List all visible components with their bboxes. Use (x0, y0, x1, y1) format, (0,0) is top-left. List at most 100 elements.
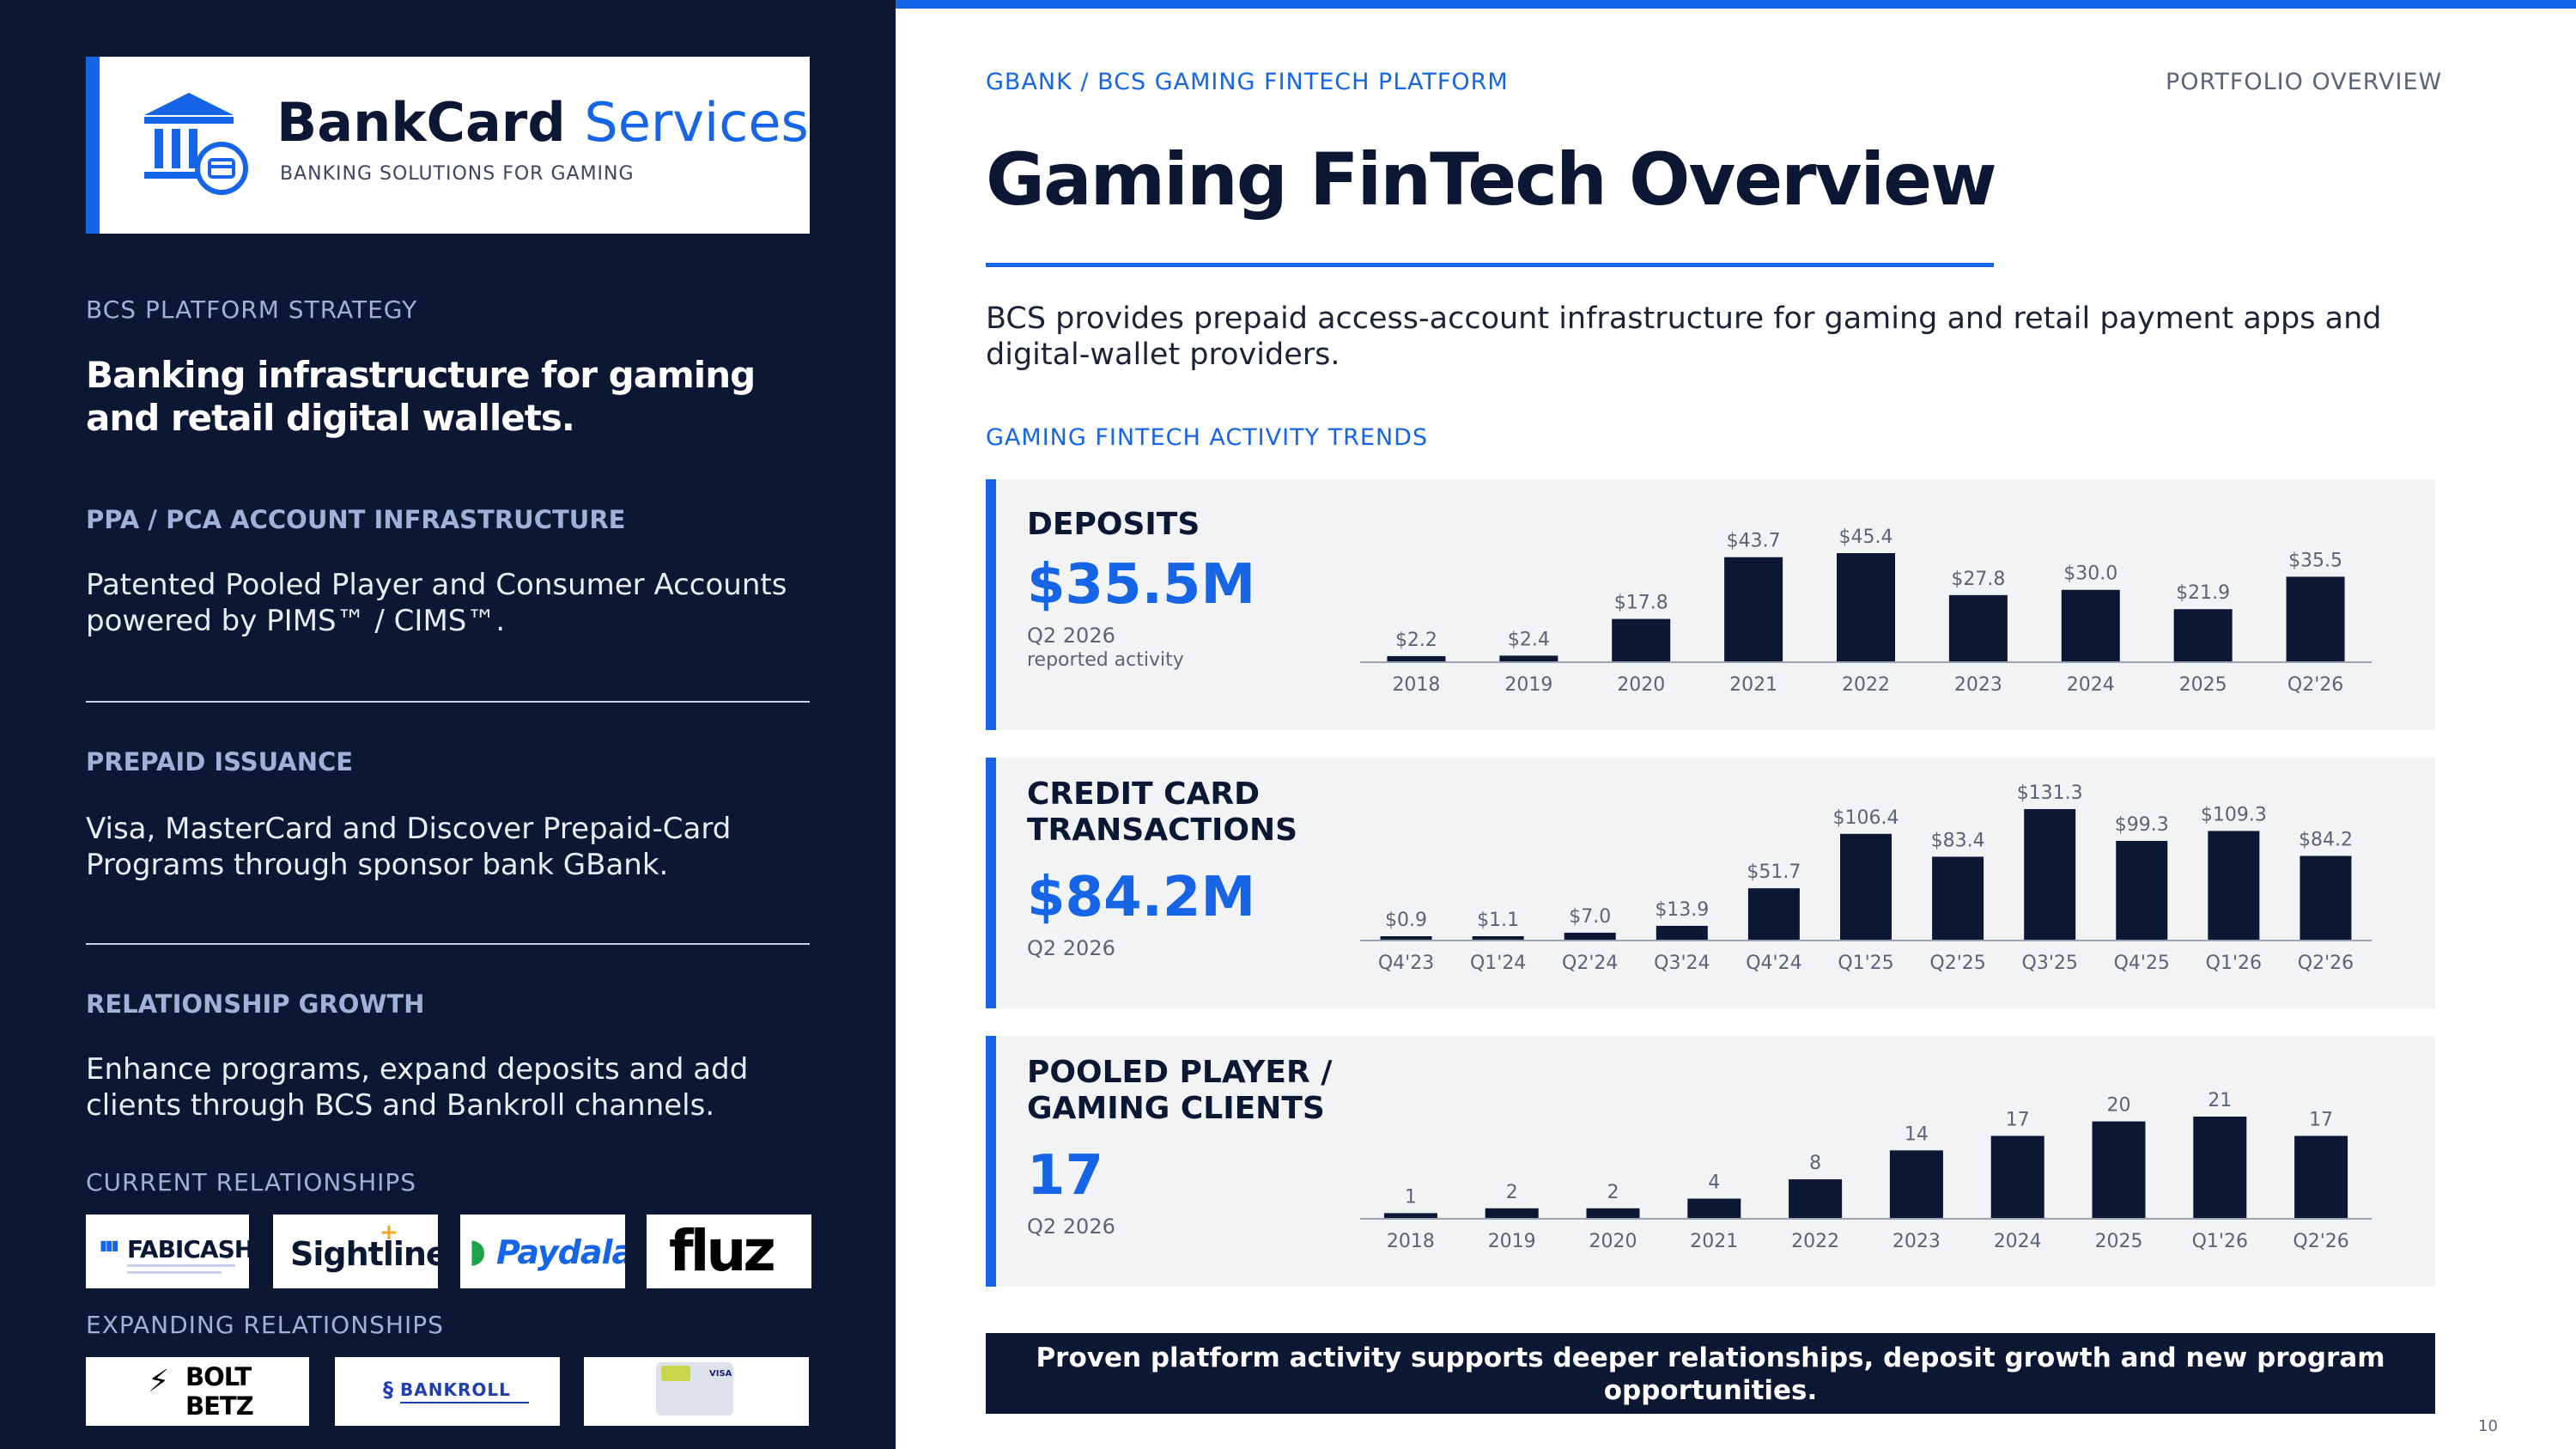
x-tick-label: 2024 (2067, 674, 2115, 696)
x-tick-label: Q1'26 (2192, 1231, 2248, 1252)
bar-Q4'25 (2116, 841, 2168, 940)
panel-big-value: 17 (1027, 1144, 1104, 1208)
bar-value-label: 20 (2107, 1095, 2131, 1117)
x-tick-label: 2024 (1994, 1231, 2042, 1252)
section-body-ppa: Patented Pooled Player and Consumer Acco… (86, 568, 787, 638)
panel-accent-bar (986, 479, 996, 730)
section-divider (86, 701, 810, 703)
bar-value-label: $84.2 (2299, 830, 2353, 851)
section-body-prepaid: Visa, MasterCard and Discover Prepaid-Ca… (86, 812, 732, 882)
trends-label: GAMING FINTECH ACTIVITY TRENDS (986, 424, 1429, 451)
bar-Q1'24 (1472, 936, 1524, 940)
section-title-prepaid: PREPAID ISSUANCE (86, 747, 354, 776)
panel-note: reported activity (1027, 649, 1184, 671)
section-title-ppa: PPA / PCA ACCOUNT INFRASTRUCTURE (86, 505, 626, 534)
sightline-logo: Sightline + (273, 1215, 438, 1288)
bar-Q2'25 (1932, 856, 1984, 940)
bar-2020 (1586, 1208, 1640, 1218)
panel-big-value: $84.2M (1027, 866, 1256, 929)
bar-Q1'26 (2193, 1117, 2247, 1218)
panel-accent-bar (986, 758, 996, 1008)
bar-value-label: $45.4 (1839, 527, 1893, 548)
footer-banner-text: Proven platform activity supports deeper… (1036, 1342, 2385, 1406)
bar-2021 (1687, 1198, 1741, 1218)
page-number: 10 (2478, 1417, 2498, 1435)
sidebar: BankCard Services BANKING SOLUTIONS FOR … (0, 0, 896, 1449)
bar-Q2'26 (2300, 855, 2352, 940)
logo-accent-bar (86, 57, 100, 234)
bank-card-icon (144, 93, 248, 195)
panel-accent-bar (986, 1036, 996, 1287)
x-tick-label: Q4'25 (2114, 953, 2170, 974)
bar-value-label: $99.3 (2115, 814, 2169, 836)
x-tick-label: Q2'25 (1929, 953, 1985, 974)
bar-Q3'24 (1656, 925, 1708, 940)
bankroll-logo: § BANKROLL (335, 1357, 560, 1426)
x-tick-label: 2021 (1690, 1231, 1738, 1252)
bar-value-label: 2 (1506, 1182, 1518, 1203)
bar-value-label: $21.9 (2176, 582, 2230, 604)
bar-value-label: 17 (2006, 1109, 2030, 1130)
x-tick-label: 2023 (1954, 674, 2002, 696)
prepaid-card-image: VISA (584, 1357, 809, 1426)
credit-card-panel: CREDIT CARD TRANSACTIONS $84.2M Q2 2026 … (986, 758, 2435, 1008)
paydala-logo: ◗ Paydala (460, 1215, 625, 1288)
clients-bar-chart: 1201822019220204202182022142023172024202… (1360, 1090, 2372, 1252)
bar-value-label: $43.7 (1727, 531, 1781, 552)
x-tick-label: 2019 (1504, 674, 1552, 696)
x-tick-label: 2025 (2179, 674, 2227, 696)
panel-period: Q2 2026 (1027, 624, 1115, 648)
bar-value-label: $106.4 (1833, 807, 1899, 829)
bar-value-label: $2.2 (1395, 630, 1437, 651)
top-accent-bar (896, 0, 2576, 9)
x-tick-label: Q2'26 (2287, 674, 2343, 696)
bar-value-label: 14 (1905, 1123, 1929, 1145)
boltbetz-logo: ⚡ BOLT BETZ (86, 1357, 309, 1426)
x-tick-label: Q1'25 (1838, 953, 1893, 974)
bar-2019 (1485, 1208, 1539, 1218)
bar-value-label: 21 (2208, 1090, 2232, 1111)
bar-Q4'23 (1380, 936, 1432, 940)
brand-tagline: BANKING SOLUTIONS FOR GAMING (280, 163, 635, 185)
bar-value-label: $27.8 (1951, 569, 2005, 590)
panel-period: Q2 2026 (1027, 1215, 1115, 1239)
x-tick-label: 2020 (1617, 674, 1665, 696)
x-tick-label: 2020 (1589, 1231, 1637, 1252)
bar-Q2'26 (2286, 576, 2345, 661)
x-tick-label: Q4'23 (1378, 953, 1434, 974)
fabicash-logo: ▮▮▮ FABICASH (86, 1215, 249, 1288)
x-tick-label: 2023 (1893, 1231, 1941, 1252)
strategy-headline: Banking infrastructure for gaming and re… (86, 354, 756, 439)
panel-title: DEPOSITS (1027, 507, 1200, 542)
bar-value-label: $7.0 (1569, 906, 1611, 928)
deposits-panel: DEPOSITS $35.5M Q2 2026 reported activit… (986, 479, 2435, 730)
section-divider (86, 943, 810, 945)
bar-value-label: $131.3 (2017, 782, 2083, 804)
x-tick-label: 2022 (1842, 674, 1890, 696)
strategy-eyebrow: BCS PLATFORM STRATEGY (86, 295, 418, 324)
bar-value-label: $83.4 (1931, 830, 1985, 851)
bar-Q2'24 (1564, 932, 1616, 940)
bar-2020 (1612, 618, 1671, 661)
bar-2018 (1387, 655, 1446, 661)
x-tick-label: 2025 (2095, 1231, 2143, 1252)
bar-Q4'24 (1747, 888, 1800, 940)
bar-2023 (1948, 594, 2008, 661)
x-tick-label: Q2'26 (2298, 953, 2354, 974)
fluz-logo: fluz (647, 1215, 811, 1288)
bar-value-label: $30.0 (2063, 563, 2117, 585)
credit-card-bar-chart: $0.9 Q4'23 $1.1 Q1'24 $7.0 Q2'24 $13.9 Q3'24 $51… (1360, 782, 2372, 974)
bar-value-label: $13.9 (1655, 899, 1709, 921)
panel-title: CREDIT CARD TRANSACTIONS (1027, 776, 1298, 848)
bar-value-label: 1 (1405, 1186, 1417, 1208)
page-title: Gaming FinTech Overview (986, 137, 1997, 222)
bar-2024 (1990, 1135, 2044, 1218)
bar-2022 (1837, 553, 1895, 661)
bar-Q2'26 (2294, 1135, 2348, 1218)
brand-logo-card: BankCard Services BANKING SOLUTIONS FOR … (86, 57, 810, 234)
current-relationships-label: CURRENT RELATIONSHIPS (86, 1168, 417, 1196)
x-tick-label: 2018 (1387, 1231, 1435, 1252)
bar-value-label: $0.9 (1385, 910, 1427, 931)
section-title-growth: RELATIONSHIP GROWTH (86, 989, 425, 1019)
bar-value-label: 8 (1809, 1153, 1821, 1174)
